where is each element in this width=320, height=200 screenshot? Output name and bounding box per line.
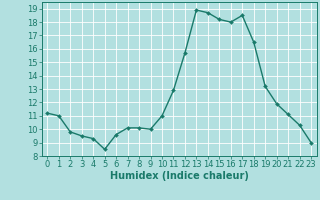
X-axis label: Humidex (Indice chaleur): Humidex (Indice chaleur) bbox=[110, 171, 249, 181]
